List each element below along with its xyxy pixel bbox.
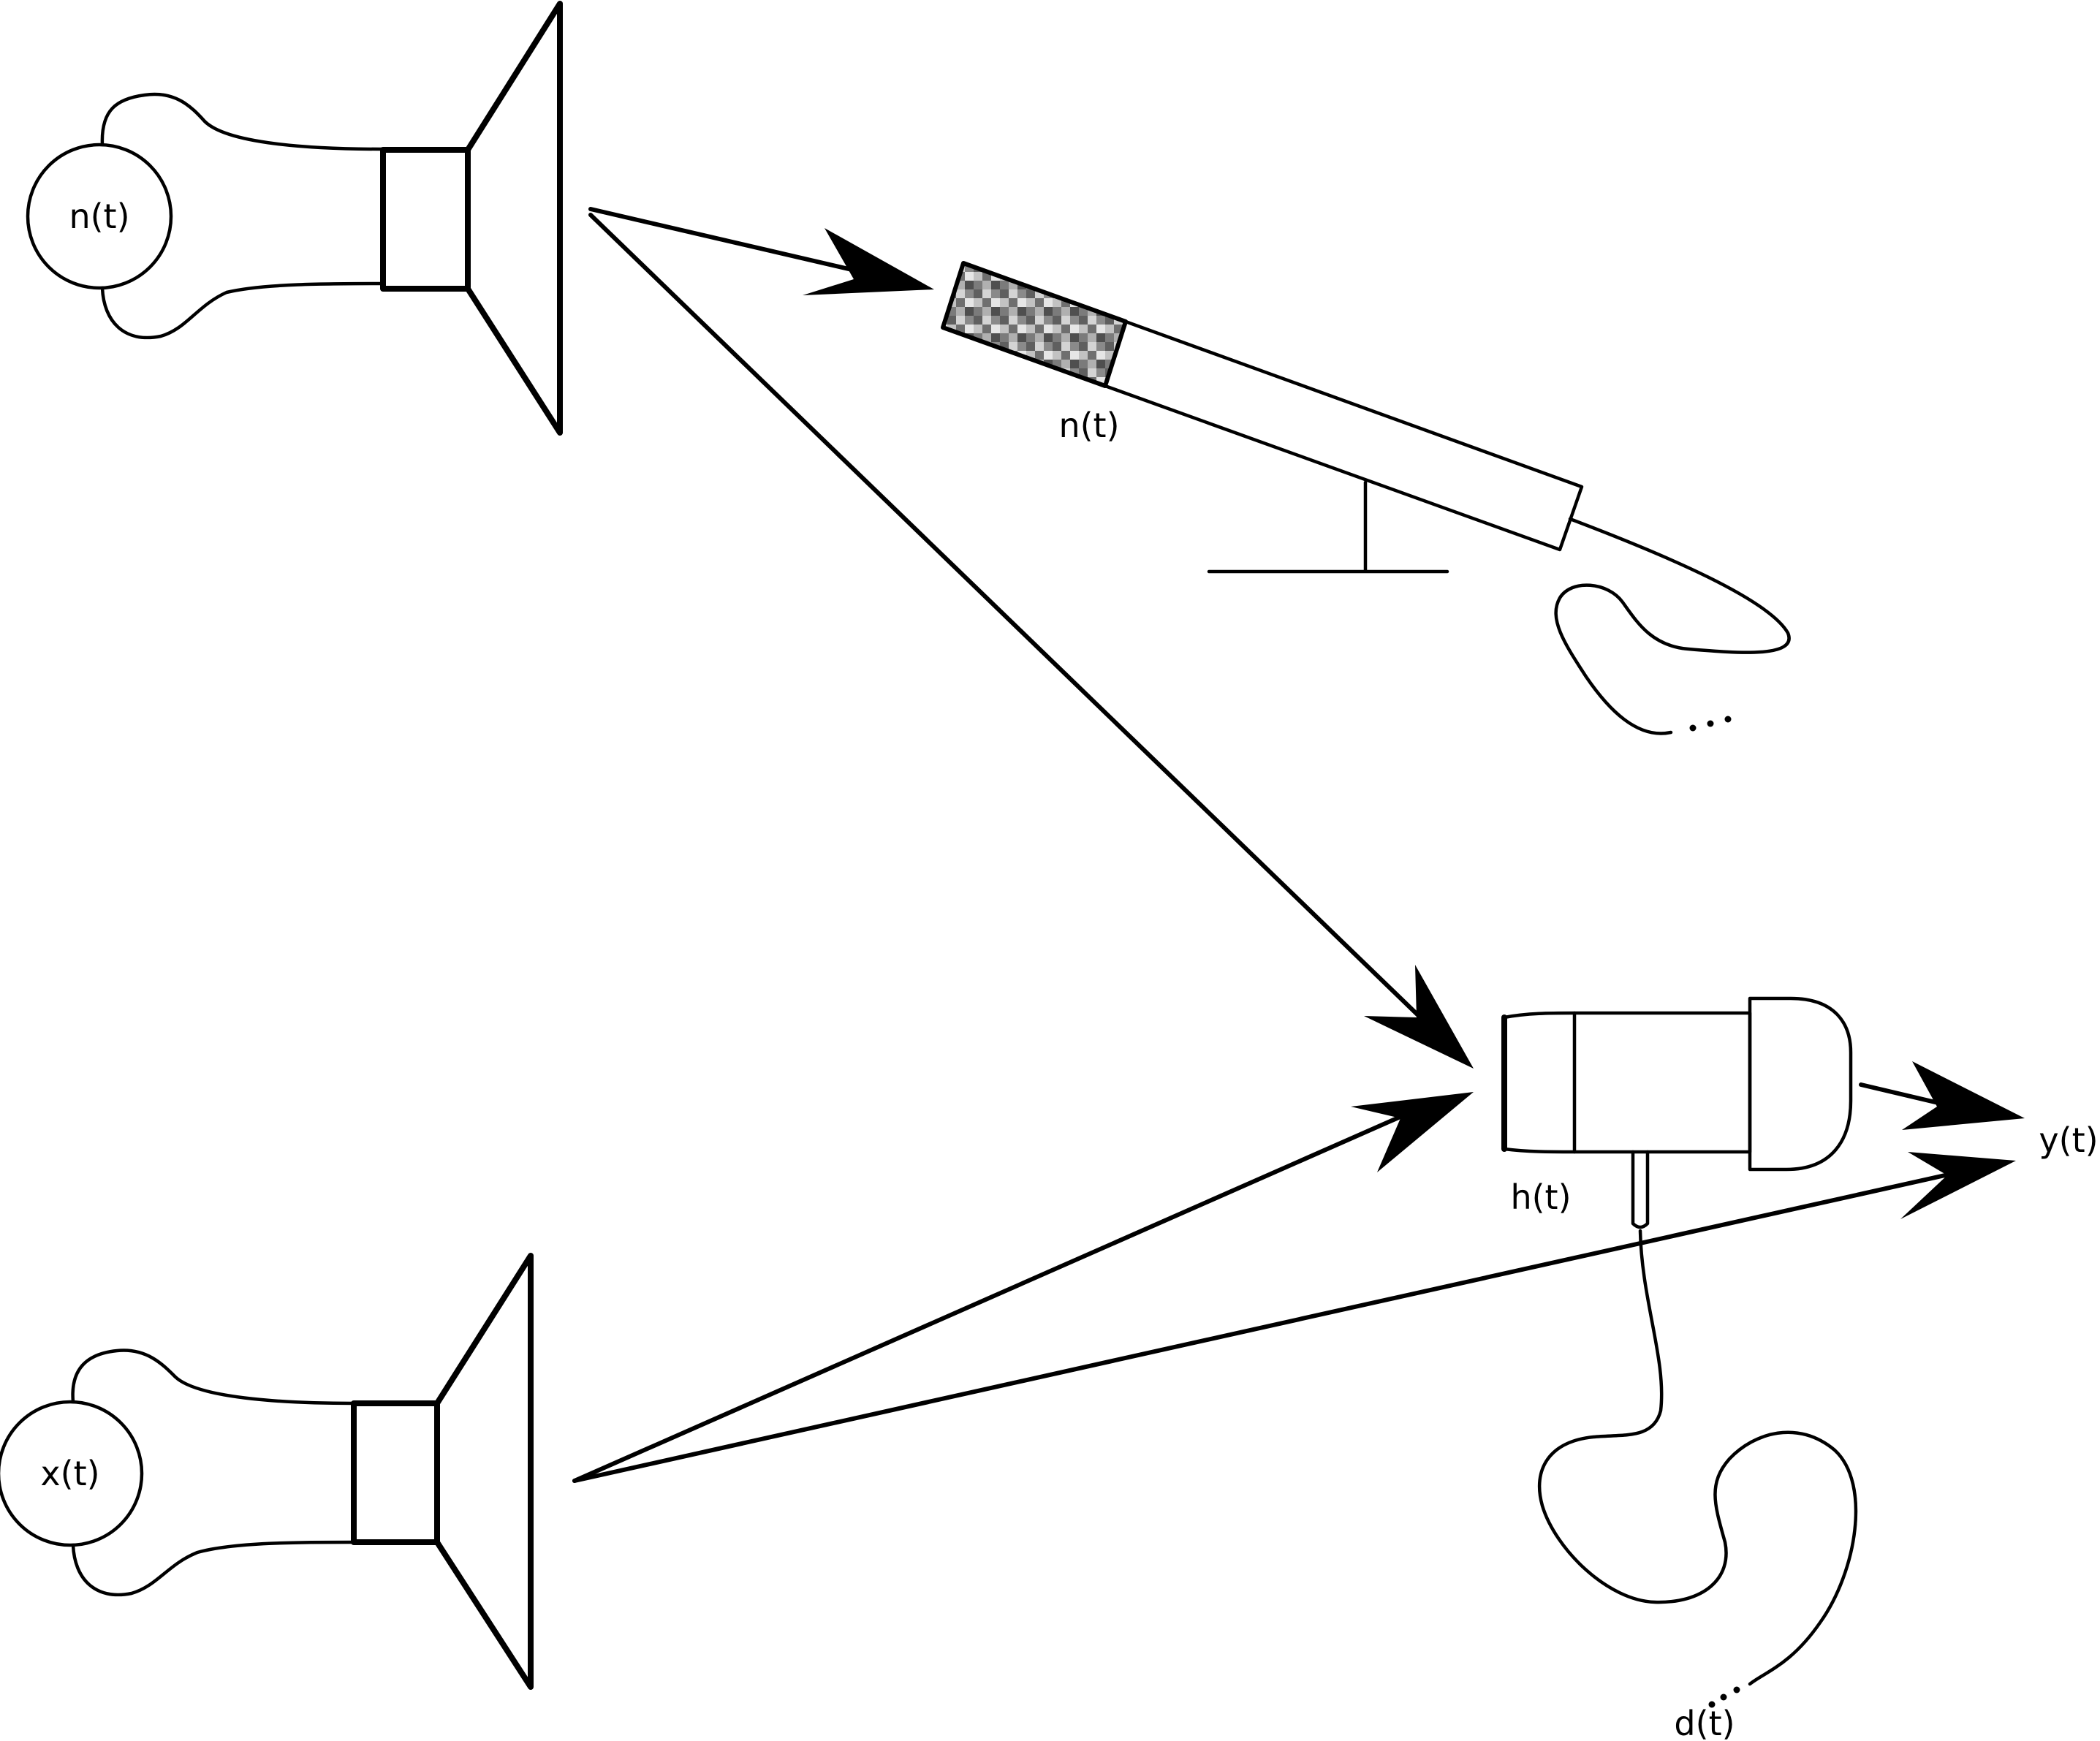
signal-source-circle [0,1400,144,1547]
reference-mic-cable-dot-3 [1724,716,1732,723]
noise-speaker-driver [380,147,471,292]
primary-mic-cable [1537,1229,1858,1686]
primary-mic-body [1572,1011,1752,1154]
noise-source-circle [26,143,173,290]
primary-mic-cable-dot-2 [1720,1693,1727,1701]
signal-speaker: x(t) [0,1253,534,1690]
signal-speaker-cable-top [71,1349,356,1406]
desired-signal-label: d(t) [1674,1704,1735,1741]
primary-mic-cable-dot-1 [1733,1686,1740,1693]
primary-mic-cap [1748,996,1853,1172]
reference-mic-cable-dot-2 [1707,720,1714,727]
arrow-noise-to-primary-head [1364,965,1474,1069]
reference-mic-label: n(t) [1058,406,1119,445]
signal-speaker-driver [351,1400,440,1545]
reference-mic-cable [1554,517,1791,735]
signal-source-label: x(t) [40,1454,99,1493]
arrow-signal-to-primary-head [1351,1092,1474,1172]
arrow-signal-to-output-shaft [572,1169,1967,1483]
arrow-noise-to-reference-head [803,228,934,295]
arrow-noise-to-primary-shaft [588,213,1441,1037]
noise-speaker-cable-top [100,92,385,151]
reference-mic-stand [1207,480,1449,574]
primary-mic-front-collar [1502,1011,1577,1154]
signal-paths [572,207,2025,1483]
primary-mic-cable-dot-3 [1708,1701,1716,1708]
arrow-noise-to-reference-shaft [588,207,901,283]
reference-mic-mesh-grille [941,261,1128,388]
arrow-primary-to-output-head [1902,1061,2025,1130]
primary-mic-connector [1631,1150,1650,1229]
primary-microphone: h(t) [1501,996,1858,1708]
reference-mic-body [1103,319,1584,552]
reference-microphone: n(t) [941,261,1791,735]
signal-speaker-cable-bottom [71,1540,356,1597]
primary-mic-label: h(t) [1510,1177,1571,1217]
noise-speaker-cable-bottom [100,281,385,340]
reference-mic-cable-dot-1 [1689,724,1697,732]
output-label: y(t) [2039,1120,2098,1160]
noise-source-label: n(t) [69,197,129,236]
arrow-signal-to-output-head [1900,1152,2016,1219]
noise-speaker-cone [465,1,563,436]
arrow-signal-to-primary-shaft [572,1103,1429,1483]
noise-speaker: n(t) [26,1,563,436]
signal-speaker-cone [434,1253,534,1690]
